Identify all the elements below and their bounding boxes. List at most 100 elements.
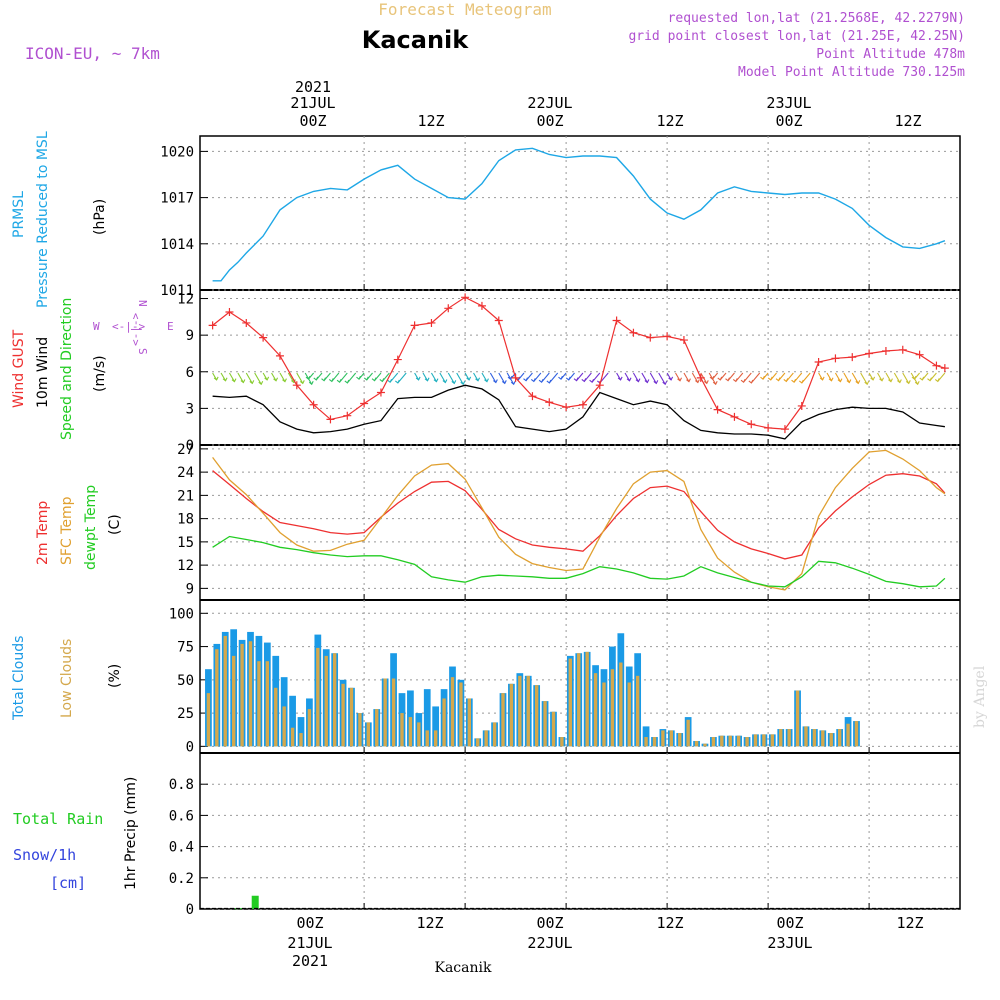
low-cloud-bar	[728, 735, 732, 747]
clouds-ytick-label: 50	[177, 673, 194, 689]
cloud-unit-label: (%)	[107, 664, 123, 688]
wind-direction-arrowhead	[888, 378, 893, 383]
gust-marker	[898, 345, 907, 354]
model-label: ICON-EU, ~ 7km	[25, 44, 160, 63]
gust-marker	[780, 425, 789, 434]
low-cloud-bar	[282, 706, 286, 747]
gust-marker	[713, 405, 722, 414]
temperature-ytick-label: 15	[177, 535, 194, 551]
low-cloud-bar	[307, 709, 312, 747]
wind-direction-arrowhead	[870, 376, 876, 381]
temperature-ytick-label: 18	[177, 512, 194, 528]
low-cloud-bar	[619, 662, 623, 747]
wind-direction-arrowhead	[395, 379, 400, 384]
wind-direction-arrowhead	[919, 376, 925, 381]
low-cloud-bar	[501, 693, 505, 747]
low-cloud-bar	[341, 683, 345, 747]
wind-direction-arrowhead	[760, 375, 765, 380]
top-day1: 21JUL	[290, 94, 335, 112]
clouds-ytick-label: 100	[169, 606, 194, 622]
wind10-label: 10m Wind	[35, 337, 51, 408]
pressure-ytick-label: 1020	[160, 144, 194, 160]
temperature-ytick-label: 24	[177, 465, 194, 481]
low-cloud-bar	[551, 711, 556, 747]
wind-direction-arrowhead	[897, 379, 902, 384]
low-cloud-bar	[408, 717, 413, 747]
low-cloud-bar	[669, 730, 674, 747]
gust-marker	[696, 373, 705, 382]
dewpt-label: dewpt Temp	[83, 485, 99, 570]
wind-direction-arrowhead	[686, 378, 691, 383]
low-cloud-bar	[206, 693, 211, 747]
low-cloud-bar	[568, 658, 573, 747]
wind-direction-arrow	[843, 372, 850, 383]
wind-direction-arrowhead	[510, 381, 516, 386]
wind-direction-arrowhead	[538, 378, 544, 384]
wind-direction-arrow	[439, 372, 446, 383]
low-cloud-bar	[644, 737, 648, 747]
gust-marker	[528, 392, 537, 401]
plot-frame	[199, 135, 961, 910]
snow-unit-label: [cm]	[50, 874, 86, 892]
panel-frames	[199, 135, 961, 910]
low-cloud-bar	[711, 737, 716, 747]
low-cloud-bar	[425, 730, 429, 747]
wind-direction-arrowhead	[695, 379, 700, 384]
low-cloud-bar	[577, 653, 581, 747]
wind10-line	[212, 384, 945, 440]
wind-direction-arrow	[683, 372, 690, 382]
wind-ytick-label: 3	[186, 401, 194, 417]
temp-unit-label: (C)	[107, 514, 123, 535]
wind-direction-arrow	[447, 372, 455, 384]
low-cloud-bar	[560, 737, 564, 747]
wind-direction-arrow	[885, 372, 892, 382]
wind-direction-arrow	[228, 372, 235, 382]
top-time-axis: 2021 21JUL 22JUL 23JUL 00Z 12Z 00Z 12Z 0…	[290, 78, 921, 130]
wind-direction-arrowhead	[363, 376, 369, 381]
clouds-ytick-label: 75	[177, 640, 194, 656]
snow-label: Snow/1h	[13, 846, 76, 864]
precipitation-panel: 0 0.2 0.4 0.6 0.8	[169, 753, 960, 918]
wind-direction-arrow	[632, 372, 639, 382]
low-cloud-bar	[627, 682, 631, 747]
wind-direction-arrowhead	[911, 375, 917, 380]
temperature-panel: 9 12 15 18 21 24 27	[177, 442, 960, 600]
gust-marker	[814, 358, 823, 367]
gust-marker	[831, 354, 840, 363]
wind-direction-arrowhead	[581, 378, 587, 383]
low-cloud-bar	[391, 678, 396, 747]
gust-marker	[747, 420, 756, 429]
wind-direction-arrowhead	[828, 377, 834, 382]
precipitation-ytick-label: 0.8	[169, 777, 194, 793]
low-cloud-bar	[829, 733, 833, 747]
temperature-ytick-label: 12	[177, 558, 194, 574]
wind-direction-arrow	[245, 372, 253, 384]
bottom-day2: 22JUL	[527, 934, 572, 952]
gust-marker	[444, 304, 453, 313]
wind-direction-arrowhead	[617, 376, 623, 381]
wind-direction-arrowhead	[299, 380, 305, 385]
point-altitude: Point Altitude 478m	[816, 47, 965, 62]
temp2m-label: 2m Temp	[35, 501, 51, 565]
clouds-ytick-label: 25	[177, 706, 194, 722]
wind-direction-arrowhead	[740, 378, 746, 384]
bottom-t48: 00Z	[776, 914, 803, 932]
pressure-panel: 1011 1014 1017 1020	[160, 136, 960, 299]
wind-direction-arrowhead	[530, 378, 536, 383]
wind-direction-arrowhead	[798, 379, 804, 384]
low-cloud-bar	[812, 729, 817, 747]
compass-n-label: N	[136, 300, 149, 307]
wind-direction-arrowhead	[356, 375, 361, 380]
wind-direction-arrowhead	[222, 377, 228, 382]
precipitation-ytick-label: 0	[186, 902, 194, 918]
low-cloud-bar	[223, 635, 227, 747]
top-title: Forecast Meteogram	[378, 0, 551, 19]
wind-direction-arrowhead	[837, 378, 843, 383]
total-cloud-bar	[297, 717, 305, 747]
wind-ytick-label: 0	[186, 438, 194, 454]
wind-direction-arrowhead	[934, 378, 940, 383]
gust-marker	[932, 361, 941, 370]
wind-direction-arrowhead	[644, 379, 650, 384]
compass-s-label: S	[136, 348, 149, 355]
